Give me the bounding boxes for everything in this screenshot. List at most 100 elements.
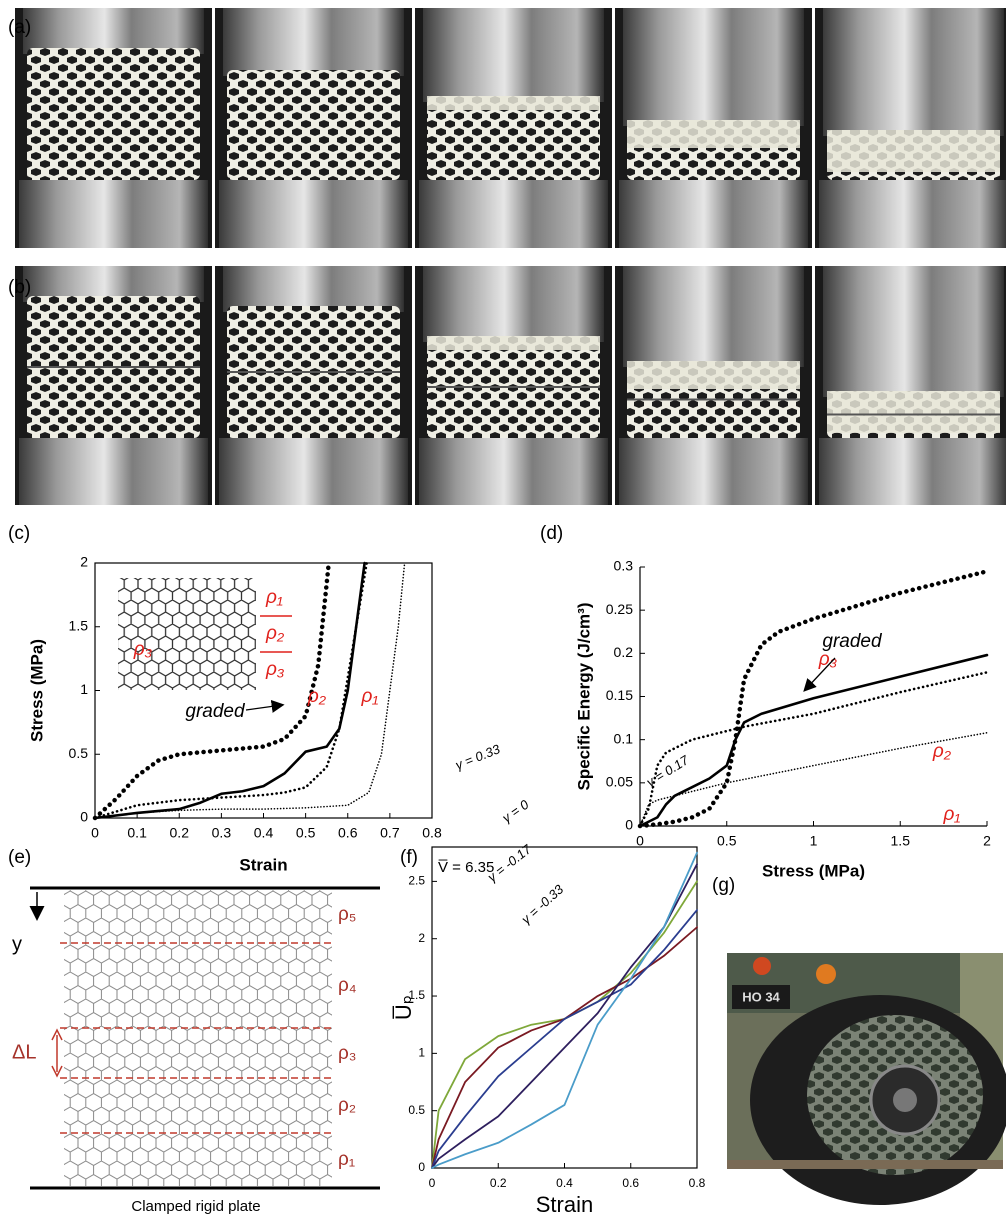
crushed-layer xyxy=(827,130,1000,172)
x-tick-label: 0.2 xyxy=(490,1176,507,1190)
photo-panels xyxy=(15,8,1006,505)
lower-platen xyxy=(419,180,608,248)
inset-label: ρ₁ xyxy=(265,587,283,608)
x-tick-label: 0 xyxy=(91,825,99,841)
x-axis-label: Strain xyxy=(536,1192,593,1217)
density-label: ρ₂ xyxy=(338,1095,356,1116)
panel-label: (d) xyxy=(540,523,563,544)
y-tick-label: 0.15 xyxy=(606,687,633,703)
x-axis-label: Stress (MPa) xyxy=(762,861,865,880)
x-tick-label: 0.3 xyxy=(212,825,232,841)
lattice xyxy=(27,48,200,180)
figure: (a) (b) (c) (d) (e) (f) (g) ρ₁ ρ₂ ρ₃ y Δ… xyxy=(0,0,1006,1221)
x-tick-label: 0.6 xyxy=(338,825,358,841)
series-label: γ = -0.33 xyxy=(518,881,566,927)
density-label: ρ₅ xyxy=(338,904,356,925)
y-tick-label: 0 xyxy=(80,809,88,825)
x-tick-label: 2 xyxy=(983,833,991,849)
y-axis-label: Stress (MPa) xyxy=(27,639,46,742)
series-label: γ = 0 xyxy=(499,796,532,825)
upper-platen xyxy=(223,8,404,76)
spacing-label: ΔL xyxy=(12,1041,36,1063)
lower-platen xyxy=(219,438,408,505)
lower-platen xyxy=(219,180,408,248)
inset-label: ρ₃ xyxy=(265,659,285,680)
lower-platen xyxy=(19,180,208,248)
upper-platen xyxy=(623,8,804,126)
panel-label: (g) xyxy=(712,875,735,896)
plate-text: HO 34 xyxy=(742,989,780,1004)
x-tick-label: 0.8 xyxy=(689,1176,706,1190)
x-tick-label: 0.4 xyxy=(556,1176,573,1190)
lower-platen xyxy=(619,180,808,248)
x-tick-label: 0.8 xyxy=(422,825,442,841)
series-label: ρ₂ xyxy=(932,741,952,762)
y-tick-label: 0.25 xyxy=(606,601,633,617)
x-axis-label: Strain xyxy=(239,855,287,874)
caption: Clamped rigid plate xyxy=(131,1198,260,1215)
upper-platen xyxy=(423,8,604,102)
lower-platen xyxy=(819,180,1006,248)
x-tick-label: 0.5 xyxy=(296,825,316,841)
panel-label: (c) xyxy=(8,523,30,544)
upper-platen xyxy=(623,266,804,367)
lower-platen xyxy=(819,438,1006,505)
lower-platen xyxy=(419,438,608,505)
x-tick-label: 0.4 xyxy=(254,825,274,841)
inset-label: ρ₂ xyxy=(265,623,285,644)
crushed-layer xyxy=(627,361,800,389)
plot-frame xyxy=(432,847,697,1168)
series-line xyxy=(432,864,697,1168)
y-tick-label: 2 xyxy=(418,931,425,945)
series-line xyxy=(432,881,697,1168)
series-line xyxy=(432,910,697,1168)
y-tick-label: 0.1 xyxy=(614,730,634,746)
series-label: graded xyxy=(185,701,246,722)
x-tick-label: 1 xyxy=(810,833,818,849)
series-label: γ = 0.17 xyxy=(644,752,692,790)
y-axis-label: U̅ₚ xyxy=(391,995,416,1020)
y-tick-label: 0.5 xyxy=(69,745,89,761)
y-tick-label: 1.5 xyxy=(69,617,89,633)
crushed-layer xyxy=(427,96,600,110)
series-label: γ = 0.33 xyxy=(453,741,503,773)
lower-platen xyxy=(619,438,808,505)
upper-platen xyxy=(223,266,404,312)
x-tick-label: 0 xyxy=(429,1176,436,1190)
panel-label: (f) xyxy=(400,847,418,868)
x-tick-label: 0.1 xyxy=(127,825,147,841)
graded-lattice-diagram xyxy=(30,888,380,1188)
series-label: ρ₃ xyxy=(818,649,838,670)
crushed-layer xyxy=(427,336,600,350)
y-tick-label: 0 xyxy=(625,817,633,833)
y-tick-label: 0.5 xyxy=(408,1103,425,1117)
panel-label: (a) xyxy=(8,17,31,38)
density-label: ρ₁ xyxy=(338,1149,355,1170)
y-tick-label: 1 xyxy=(418,1046,425,1060)
series-label: ρ₃ xyxy=(133,639,153,660)
panel-label: (e) xyxy=(8,847,31,868)
x-tick-label: 0.5 xyxy=(717,833,737,849)
crushed-layer xyxy=(827,391,1000,433)
label-arrow xyxy=(246,705,282,710)
x-tick-label: 0.6 xyxy=(622,1176,639,1190)
series-label: ρ₂ xyxy=(307,686,327,707)
y-axis-label: Specific Energy (J/cm³) xyxy=(574,602,593,790)
density-label: ρ₄ xyxy=(338,975,357,996)
upper-platen xyxy=(823,266,1004,397)
y-tick-label: 0.3 xyxy=(614,558,634,574)
crushed-layer xyxy=(627,120,800,148)
axis-symbol: y xyxy=(12,933,22,955)
density-label: ρ₃ xyxy=(338,1043,357,1064)
panel-label: (b) xyxy=(8,277,31,298)
series-label: graded xyxy=(822,631,883,652)
y-tick-label: 2.5 xyxy=(408,874,425,888)
x-tick-label: 0.7 xyxy=(380,825,400,841)
y-tick-label: 1 xyxy=(80,681,88,697)
upper-platen xyxy=(23,8,204,54)
lower-platen xyxy=(19,438,208,505)
series-label: ρ₁ xyxy=(943,804,961,825)
y-tick-label: 0.05 xyxy=(606,774,633,790)
upper-platen xyxy=(823,8,1004,136)
series-label: ρ₁ xyxy=(361,686,379,707)
